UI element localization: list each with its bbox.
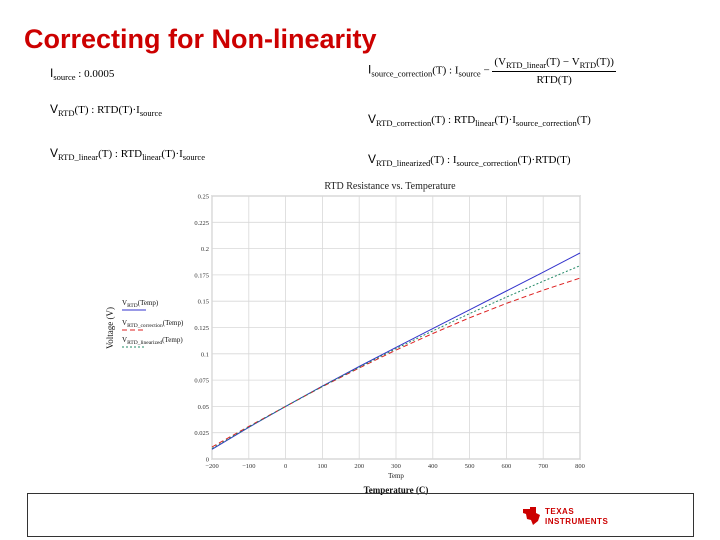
x-tick-label: −100 <box>242 463 255 470</box>
equation-v-rtd: VRTD(T) : RTD(T)·Isource <box>50 102 163 118</box>
y-tick-label: 0.15 <box>198 299 209 306</box>
y-tick-label: 0 <box>206 457 209 464</box>
x-tick-label: −200 <box>205 463 218 470</box>
y-axis-label: Voltage (V) <box>105 307 115 349</box>
y-tick-label: 0.05 <box>198 404 209 411</box>
chart-legend: VRTD(Temp) VRTD_correction(Temp) VRTD_line… <box>122 299 184 348</box>
y-tick-label: 0.1 <box>201 351 209 358</box>
y-tick-label: 0.075 <box>194 378 209 385</box>
series-line-1 <box>211 252 581 450</box>
y-tick-labels: 0 0.025 0.05 0.075 0.1 0.125 0.15 0.175 0.2 0.225… <box>194 194 209 464</box>
footer-box <box>27 493 694 537</box>
legend-label-3: VRTD_linearized(Temp) <box>122 336 183 346</box>
rtd-chart: RTD Resistance vs. Temperature 0 0.025 0.0… <box>105 181 585 495</box>
equation-v-rtd-linearized: VRTD_linearized(T) : Isource_correction(… <box>368 152 571 168</box>
y-tick-label: 0.225 <box>194 220 209 227</box>
x-tick-label: 700 <box>538 463 548 470</box>
y-tick-label: 0.125 <box>194 325 209 332</box>
x-tick-label: 200 <box>354 463 364 470</box>
x-tick-label: 500 <box>465 463 475 470</box>
equation-i-source: Isource : 0.0005 <box>50 66 115 82</box>
x-tick-label: 300 <box>391 463 401 470</box>
ti-logo-icon <box>523 507 540 525</box>
legend-label-1: VRTD(Temp) <box>122 299 159 309</box>
correction-fraction: (VRTD_linear(T) − VRTD(T)) RTD(T) <box>492 56 616 86</box>
x-tick-labels: −200 −100 0 100 200 300 400 500 600 700 800 <box>205 463 585 470</box>
series-line-2 <box>211 277 581 448</box>
chart-grid <box>211 195 581 460</box>
x-tick-label: 0 <box>284 463 287 470</box>
y-tick-label: 0.25 <box>198 194 209 201</box>
y-tick-label: 0.175 <box>194 272 209 279</box>
equation-i-source-correction: Isource_correction(T) : Isource − (VRTD_… <box>368 56 616 86</box>
y-tick-label: 0.025 <box>194 430 209 437</box>
x-tick-label: 600 <box>502 463 512 470</box>
slide-title: Correcting for Non-linearity <box>24 24 377 54</box>
equation-v-rtd-linear: VRTD_linear(T) : RTDlinear(T)·Isource <box>50 146 205 162</box>
x-tick-label: 400 <box>428 463 438 470</box>
x-axis-label: Temperature (C) <box>364 485 429 495</box>
series-line-3 <box>211 265 581 449</box>
x-tick-label: 100 <box>318 463 328 470</box>
chart-series <box>211 252 581 450</box>
ti-logo-line1: TEXAS <box>545 507 575 516</box>
y-tick-label: 0.2 <box>201 246 209 253</box>
legend-label-2: VRTD_correction(Temp) <box>122 319 184 329</box>
equation-v-rtd-correction: VRTD_correction(T) : RTDlinear(T)·Isourc… <box>368 112 591 128</box>
chart-title: RTD Resistance vs. Temperature <box>324 181 456 192</box>
x-sublabel: Temp <box>388 472 404 480</box>
ti-logo-line2: INSTRUMENTS <box>545 517 609 526</box>
x-tick-label: 800 <box>575 463 585 470</box>
